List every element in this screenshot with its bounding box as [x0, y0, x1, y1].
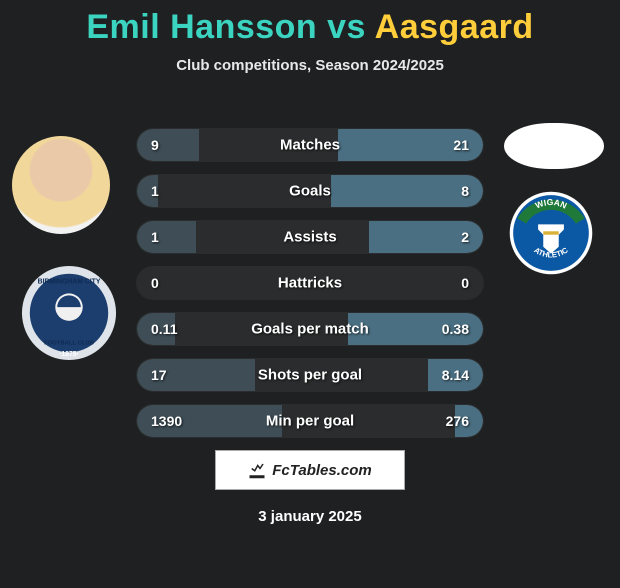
stat-value-left: 1390: [151, 413, 182, 429]
stat-fill-right: [331, 175, 483, 207]
stat-value-left: 17: [151, 367, 167, 383]
stat-value-right: 2: [461, 229, 469, 245]
stats-panel: 9 21 Matches 1 8 Goals 1 2 Assists 0 0 Hattricks 0.1…: [136, 128, 484, 450]
player2-avatar: [504, 123, 604, 169]
stat-label: Min per goal: [266, 413, 354, 430]
stat-label: Assists: [283, 229, 336, 246]
subtitle: Club competitions, Season 2024/2025: [0, 57, 620, 74]
chart-icon: [248, 461, 266, 479]
title-right: Aasgaard: [375, 8, 534, 46]
stat-value-right: 21: [453, 137, 469, 153]
page-title: Emil Hansson vs Aasgaard: [0, 8, 620, 47]
stat-value-left: 1: [151, 183, 159, 199]
stat-label: Goals per match: [251, 321, 369, 338]
stat-value-left: 0: [151, 275, 159, 291]
stat-value-right: 0.38: [442, 321, 469, 337]
watermark: FcTables.com: [215, 450, 405, 490]
stat-row: 1 8 Goals: [136, 174, 484, 208]
club1-badge: BIRMINGHAM CITY FOOTBALL CLUB ·1875·: [20, 264, 118, 362]
stat-row: 1 2 Assists: [136, 220, 484, 254]
svg-text:BIRMINGHAM CITY: BIRMINGHAM CITY: [38, 279, 101, 286]
date-text: 3 january 2025: [258, 508, 361, 525]
stat-label: Goals: [289, 183, 331, 200]
stat-value-left: 9: [151, 137, 159, 153]
club2-svg: WIGAN ATHLETIC: [508, 190, 594, 276]
stat-value-left: 0.11: [151, 321, 177, 337]
stat-value-right: 8.14: [442, 367, 469, 383]
title-left: Emil Hansson vs: [86, 8, 374, 46]
stat-label: Shots per goal: [258, 367, 362, 384]
stat-row: 1390 276 Min per goal: [136, 404, 484, 438]
stat-fill-left: [137, 129, 199, 161]
club1-svg: BIRMINGHAM CITY FOOTBALL CLUB ·1875·: [20, 264, 118, 362]
stat-label: Hattricks: [278, 275, 342, 292]
player1-avatar: [12, 136, 110, 234]
stat-value-right: 276: [446, 413, 469, 429]
stat-row: 9 21 Matches: [136, 128, 484, 162]
stat-value-right: 0: [461, 275, 469, 291]
stat-value-right: 8: [461, 183, 469, 199]
svg-text:FOOTBALL CLUB: FOOTBALL CLUB: [44, 340, 94, 346]
club2-badge: WIGAN ATHLETIC: [502, 184, 600, 282]
stat-row: 0.11 0.38 Goals per match: [136, 312, 484, 346]
stat-fill-left: [137, 221, 196, 253]
stat-label: Matches: [280, 137, 340, 154]
watermark-text: FcTables.com: [272, 462, 371, 479]
svg-text:·1875·: ·1875·: [59, 351, 79, 358]
stat-row: 0 0 Hattricks: [136, 266, 484, 300]
stat-row: 17 8.14 Shots per goal: [136, 358, 484, 392]
stat-value-left: 1: [151, 229, 159, 245]
